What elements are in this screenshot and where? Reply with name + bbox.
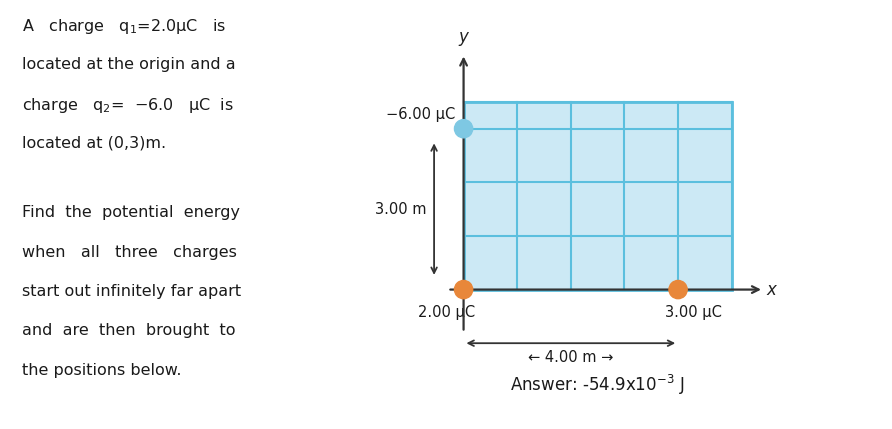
Text: located at the origin and a: located at the origin and a	[21, 57, 235, 72]
Text: ← 4.00 m →: ← 4.00 m →	[528, 350, 614, 365]
Text: located at (0,3)m.: located at (0,3)m.	[21, 136, 166, 151]
Text: x: x	[766, 281, 776, 299]
Text: Find  the  potential  energy: Find the potential energy	[21, 205, 240, 220]
Text: Answer: -54.9x10$^{-3}$ J: Answer: -54.9x10$^{-3}$ J	[510, 373, 685, 397]
Text: and  are  then  brought  to: and are then brought to	[21, 323, 235, 338]
Text: y: y	[458, 27, 468, 45]
Text: 2.00 μC: 2.00 μC	[418, 305, 475, 320]
Text: 3.00 μC: 3.00 μC	[665, 305, 722, 320]
Text: A   charge   q$_1$=2.0μC   is: A charge q$_1$=2.0μC is	[21, 17, 226, 36]
Circle shape	[454, 281, 473, 299]
Text: when   all   three   charges: when all three charges	[21, 245, 236, 260]
Text: start out infinitely far apart: start out infinitely far apart	[21, 284, 241, 299]
Circle shape	[454, 120, 473, 138]
Text: 3.00 m: 3.00 m	[375, 202, 426, 217]
Bar	[464, 102, 731, 290]
Text: −6.00 μC: −6.00 μC	[386, 107, 456, 122]
Text: charge   q$_2$=  −6.0   μC  is: charge q$_2$= −6.0 μC is	[21, 96, 234, 115]
Text: the positions below.: the positions below.	[21, 363, 181, 378]
Circle shape	[669, 281, 687, 299]
